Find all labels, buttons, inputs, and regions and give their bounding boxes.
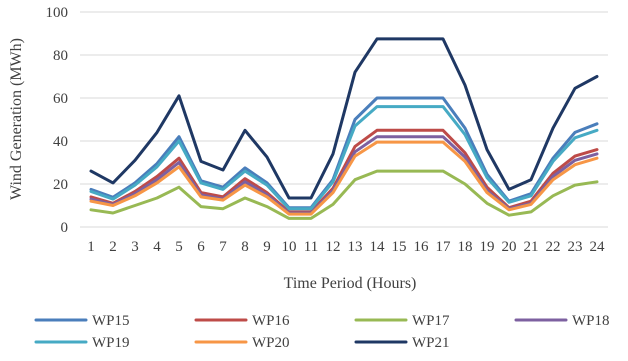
y-axis-title: Wind Generation (MWh): [8, 38, 25, 200]
y-tick-label: 60: [53, 91, 68, 107]
x-tick-label: 21: [524, 239, 539, 255]
gridlines: [80, 11, 608, 228]
y-tick-label: 80: [53, 48, 68, 64]
x-tick-label: 16: [414, 239, 430, 255]
x-tick-labels: 1 2 3 4 5 6 7 8 9 10 11 12 13 14 15 16 17 18 19 20 21 22 23 24: [87, 239, 605, 255]
x-tick-label: 5: [175, 239, 183, 255]
legend-item-wp15: WP15: [34, 313, 130, 329]
legend: WP15 WP16 WP17 WP18 WP19 WP20 WP21: [34, 313, 610, 351]
x-tick-label: 3: [131, 239, 139, 255]
x-tick-label: 18: [458, 239, 473, 255]
x-tick-label: 19: [480, 239, 495, 255]
x-tick-label: 12: [326, 239, 341, 255]
legend-label: WP15: [92, 313, 130, 329]
y-tick-labels: 0 20 40 60 80 100: [46, 5, 69, 236]
x-tick-label: 13: [348, 239, 363, 255]
x-tick-label: 14: [370, 239, 386, 255]
y-tick-label: 100: [46, 5, 69, 21]
legend-item-wp21: WP21: [354, 335, 450, 351]
legend-item-wp16: WP16: [194, 313, 290, 329]
x-tick-label: 7: [219, 239, 227, 255]
x-tick-label: 22: [546, 239, 561, 255]
legend-label: WP17: [412, 313, 450, 329]
series-line-wp20: [89, 140, 599, 216]
x-tick-label: 17: [436, 239, 452, 255]
series-line-wp19: [89, 105, 599, 211]
x-tick-label: 24: [590, 239, 606, 255]
series-line-wp17: [89, 169, 599, 220]
series-line-wp21: [89, 37, 599, 200]
x-tick-label: 9: [263, 239, 271, 255]
series-lines: [89, 37, 599, 220]
legend-label: WP18: [572, 313, 610, 329]
legend-item-wp17: WP17: [354, 313, 450, 329]
x-tick-label: 1: [87, 239, 95, 255]
x-axis-title: Time Period (Hours): [284, 275, 417, 292]
x-tick-label: 2: [109, 239, 117, 255]
legend-label: WP19: [92, 335, 130, 351]
x-tick-label: 20: [502, 239, 517, 255]
y-tick-label: 0: [61, 220, 69, 236]
x-tick-label: 15: [392, 239, 407, 255]
legend-label: WP21: [412, 335, 450, 351]
x-tick-label: 6: [197, 239, 205, 255]
x-tick-label: 11: [304, 239, 318, 255]
x-tick-label: 4: [153, 239, 161, 255]
x-tick-label: 23: [568, 239, 583, 255]
legend-item-wp20: WP20: [194, 335, 290, 351]
y-tick-label: 40: [53, 134, 68, 150]
x-tick-label: 8: [241, 239, 249, 255]
legend-label: WP20: [252, 335, 290, 351]
legend-item-wp18: WP18: [514, 313, 610, 329]
legend-item-wp19: WP19: [34, 335, 130, 351]
y-tick-label: 20: [53, 177, 68, 193]
legend-label: WP16: [252, 313, 290, 329]
x-tick-label: 10: [282, 239, 297, 255]
